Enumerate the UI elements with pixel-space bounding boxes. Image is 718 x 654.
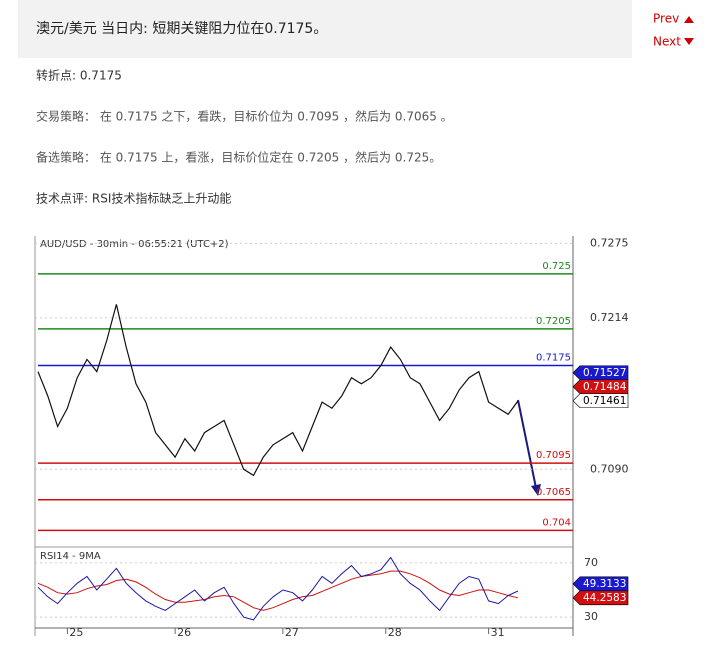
forecast-arrow <box>517 399 537 489</box>
price-tag-box <box>572 365 629 381</box>
rsi-tag-box <box>572 590 629 606</box>
pivot: 转折点: 0.7175 <box>36 68 122 83</box>
rsi-title: RSI14 - 9MA <box>40 551 101 562</box>
level-label: 0.7065 <box>536 487 571 498</box>
rsi-tag-label: 49.3133 <box>583 578 626 590</box>
header-box <box>18 0 632 58</box>
level-label: 0.7095 <box>536 450 571 461</box>
forecast-arrowhead <box>531 484 541 496</box>
price-tag-box <box>572 379 629 395</box>
x-tick-label: 26 <box>177 626 191 639</box>
chart-title: AUD/USD - 30min - 06:55:21 (UTC+2) <box>40 239 229 250</box>
y-tick-label: 0.7275 <box>590 236 629 249</box>
rsi-tick-label: 30 <box>584 610 598 623</box>
comment: 技术点评: RSI技术指标缺乏上升动能 <box>36 191 231 206</box>
level-label: 0.704 <box>542 517 571 528</box>
y-tick-label: 0.7214 <box>590 311 629 324</box>
alternative: 备选策略： 在 0.7175 上，看涨，目标价位定在 0.7205 ，然后为 0… <box>36 150 441 165</box>
rsi-tag-label: 44.2583 <box>583 592 626 604</box>
x-tick-label: 31 <box>491 626 505 639</box>
price-tag-label: 0.71484 <box>583 381 627 393</box>
level-label: 0.7175 <box>536 352 571 363</box>
x-tick-label: 27 <box>285 626 299 639</box>
rsi-tag-box <box>572 576 629 592</box>
price-tag-label: 0.71461 <box>583 395 626 407</box>
level-label: 0.725 <box>542 261 571 272</box>
price-tag-box <box>572 393 629 409</box>
next-link[interactable]: Next <box>653 35 681 49</box>
price-tag-label: 0.71527 <box>583 367 626 379</box>
prev-link[interactable]: Prev <box>653 12 679 26</box>
prev-icon[interactable] <box>684 16 694 23</box>
x-tick-label: 25 <box>69 626 83 639</box>
level-label: 0.7205 <box>536 316 571 327</box>
header-title: 澳元/美元 当日内: 短期关键阻力位在0.7175。 <box>36 21 327 37</box>
rsi-ma-line <box>37 570 519 611</box>
x-tick-label: 28 <box>388 626 402 639</box>
strategy: 交易策略： 在 0.7175 之下，看跌，目标价位为 0.7095 ，然后为 0… <box>36 109 453 124</box>
rsi-tick-label: 70 <box>584 556 598 569</box>
y-tick-label: 0.7090 <box>590 462 629 475</box>
next-icon[interactable] <box>684 38 694 45</box>
price-line <box>37 304 519 477</box>
rsi-line <box>37 556 519 621</box>
